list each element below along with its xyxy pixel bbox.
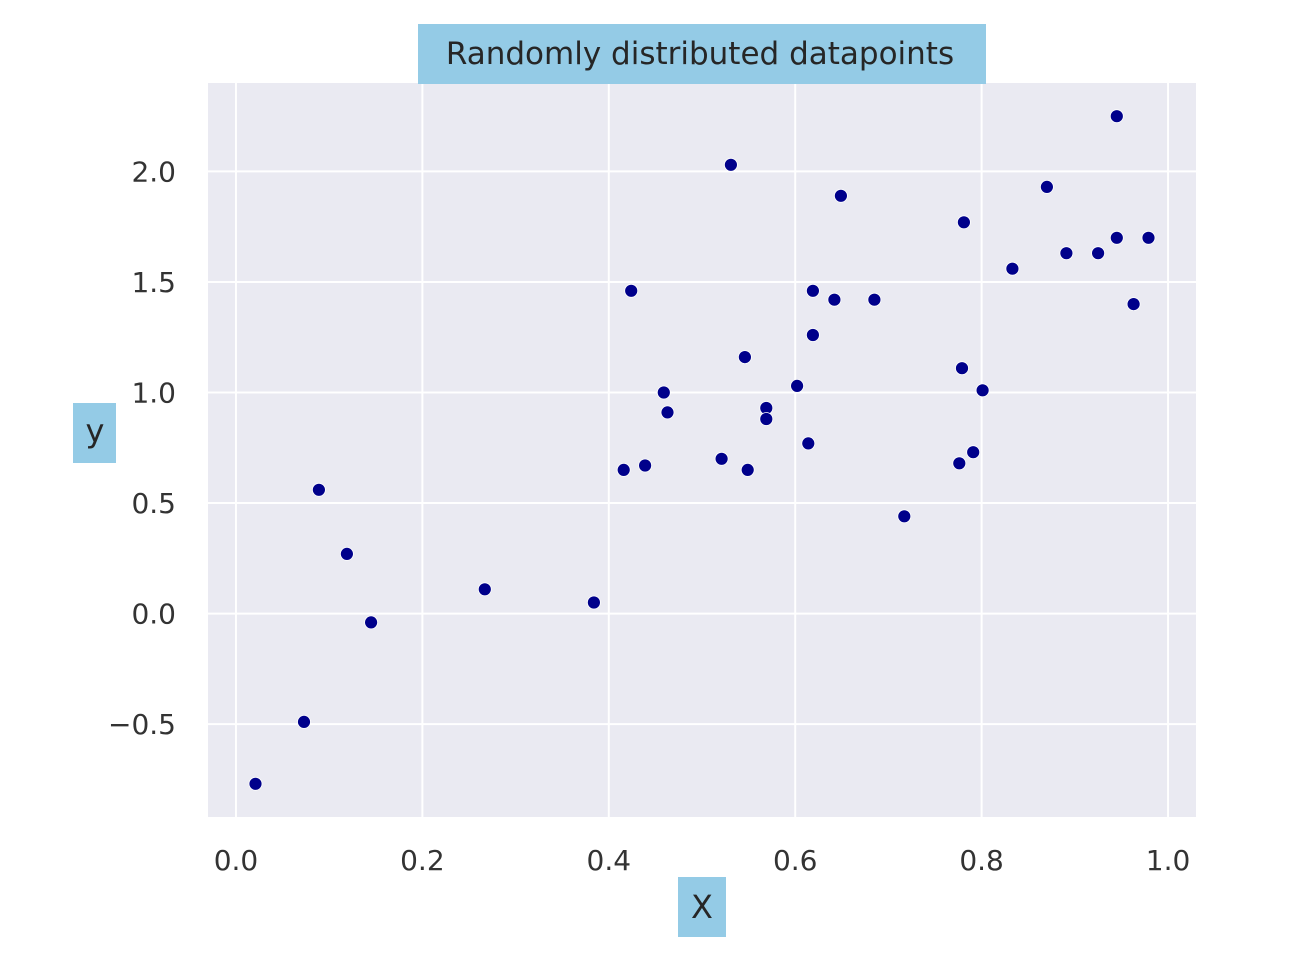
data-point bbox=[1040, 179, 1054, 194]
x-tick-label: 1.0 bbox=[1146, 844, 1191, 877]
data-point bbox=[806, 328, 820, 342]
y-tick-label: 0.5 bbox=[131, 487, 176, 520]
data-point bbox=[759, 412, 774, 426]
x-tick-labels: 0.0 0.2 0.4 0.6 0.8 1.0 bbox=[214, 844, 1191, 877]
y-tick-labels: −0.5 0.0 0.5 1.0 1.5 2.0 bbox=[108, 155, 176, 741]
data-point bbox=[975, 383, 990, 398]
x-tick-label: 0.0 bbox=[214, 844, 259, 877]
data-point bbox=[587, 595, 601, 610]
x-axis-label-box bbox=[678, 877, 726, 937]
title-box bbox=[418, 24, 986, 84]
data-point bbox=[477, 582, 492, 597]
data-points bbox=[248, 109, 1156, 791]
grid-lines bbox=[208, 83, 1196, 817]
data-point bbox=[867, 292, 882, 307]
data-point bbox=[740, 462, 755, 477]
data-point bbox=[1109, 230, 1124, 245]
data-point bbox=[656, 385, 671, 400]
data-point bbox=[738, 350, 752, 365]
y-tick-label: 1.0 bbox=[131, 377, 176, 410]
data-point bbox=[952, 456, 967, 471]
data-point bbox=[1005, 261, 1020, 276]
data-point bbox=[957, 215, 971, 230]
x-tick-label: 0.4 bbox=[587, 844, 632, 877]
data-point bbox=[364, 615, 379, 630]
data-point bbox=[1109, 109, 1124, 124]
data-point bbox=[1059, 246, 1074, 261]
data-point bbox=[297, 715, 311, 729]
data-point bbox=[790, 378, 804, 393]
data-point bbox=[897, 509, 912, 524]
data-point bbox=[624, 283, 639, 298]
data-point bbox=[339, 547, 354, 561]
data-point bbox=[660, 405, 675, 420]
y-axis-label: y bbox=[86, 412, 105, 450]
y-tick-label: 0.0 bbox=[131, 598, 176, 631]
data-point bbox=[801, 436, 816, 451]
data-point bbox=[616, 462, 631, 477]
data-point bbox=[724, 157, 738, 172]
data-point bbox=[714, 451, 729, 466]
x-tick-label: 0.8 bbox=[959, 844, 1004, 877]
x-axis-label: X bbox=[691, 888, 713, 926]
data-point bbox=[955, 361, 969, 376]
data-point bbox=[827, 292, 842, 307]
data-point bbox=[806, 283, 820, 298]
data-point bbox=[966, 445, 981, 460]
data-point bbox=[248, 776, 263, 791]
y-tick-label: 2.0 bbox=[131, 155, 176, 188]
y-axis-label-box bbox=[73, 403, 116, 463]
plot-area bbox=[208, 83, 1196, 817]
data-point bbox=[1141, 230, 1156, 245]
y-tick-label: −0.5 bbox=[108, 708, 176, 741]
x-tick-label: 0.2 bbox=[400, 844, 445, 877]
data-point bbox=[1126, 297, 1141, 312]
data-point bbox=[638, 458, 652, 473]
data-point bbox=[834, 188, 848, 203]
data-point bbox=[311, 482, 326, 497]
data-point bbox=[1091, 246, 1105, 261]
x-tick-label: 0.6 bbox=[773, 844, 818, 877]
chart-title: Randomly distributed datapoints bbox=[446, 36, 954, 72]
y-tick-label: 1.5 bbox=[131, 266, 176, 299]
